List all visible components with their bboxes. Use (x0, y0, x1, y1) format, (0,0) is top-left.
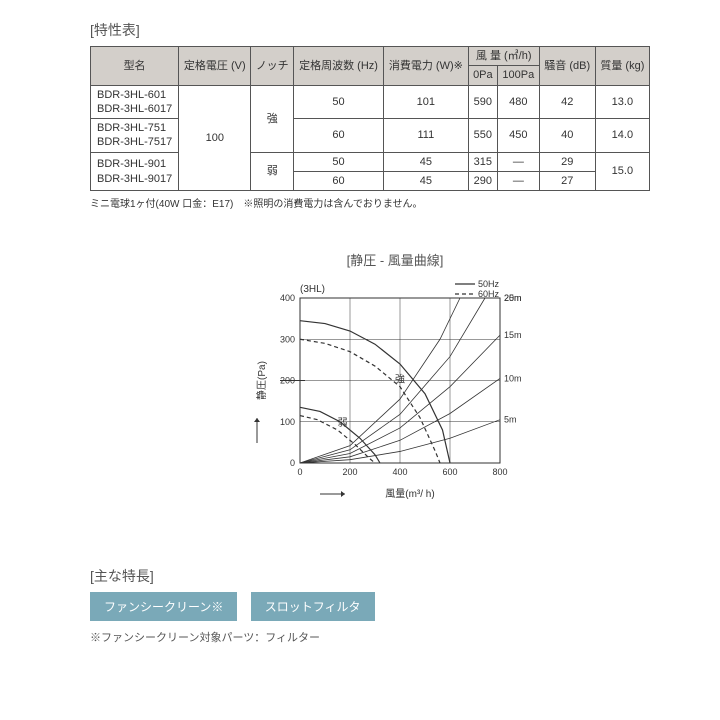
svg-text:15m: 15m (504, 331, 522, 341)
cell: 50 (294, 85, 384, 119)
cell-mass: 14.0 (595, 119, 649, 153)
svg-text:600: 600 (442, 467, 457, 477)
cell: 290 (468, 172, 497, 191)
svg-text:400: 400 (392, 467, 407, 477)
features-title: [主な特長] (90, 566, 700, 586)
svg-text:300: 300 (280, 335, 295, 345)
svg-text:5m: 5m (504, 415, 517, 425)
svg-text:弱: 弱 (338, 417, 348, 429)
svg-text:50Hz: 50Hz (478, 279, 500, 289)
svg-text:400: 400 (280, 293, 295, 303)
cell: 50 (294, 152, 384, 171)
cell: 45 (383, 152, 468, 171)
th-freq: 定格周波数 (Hz) (294, 47, 384, 86)
cell: 101 (383, 85, 468, 119)
features-block: [主な特長] ファンシークリーン※ スロットフィルタ ※ファンシークリーン対象パ… (90, 566, 700, 645)
svg-text:25m: 25m (504, 293, 522, 303)
svg-text:10m: 10m (504, 374, 522, 384)
cell: 550 (468, 119, 497, 153)
pressure-flow-chart: 020040060080010020030040005m10m15m20m25m… (245, 273, 545, 503)
features-note: ※ファンシークリーン対象パーツ：フィルター (90, 629, 700, 645)
svg-text:0: 0 (297, 467, 302, 477)
svg-text:200: 200 (342, 467, 357, 477)
cell-notch-weak: 弱 (251, 152, 294, 191)
svg-text:60Hz: 60Hz (478, 289, 500, 299)
cell: 315 (468, 152, 497, 171)
badge-fancy-clean: ファンシークリーン※ (90, 592, 237, 621)
svg-text:強: 強 (395, 373, 405, 386)
cell: 45 (383, 172, 468, 191)
svg-text:800: 800 (492, 467, 507, 477)
th-air100: 100Pa (497, 66, 539, 85)
th-model: 型名 (91, 47, 179, 86)
spec-footnote: ミニ電球1ヶ付(40W 口金：E17) ※照明の消費電力は含んでおりません。 (90, 195, 700, 210)
th-noise: 騒音 (dB) (539, 47, 595, 86)
cell: 60 (294, 172, 384, 191)
cell: 29 (539, 152, 595, 171)
svg-text:風量(m³/ h): 風量(m³/ h) (385, 488, 434, 500)
th-notch: ノッチ (251, 47, 294, 86)
cell-notch-strong: 強 (251, 85, 294, 152)
cell: — (497, 172, 539, 191)
cell-model: BDR-3HL-601BDR-3HL-6017 (91, 85, 179, 119)
cell: 40 (539, 119, 595, 153)
cell: 480 (497, 85, 539, 119)
chart-title: [静圧 - 風量曲線] (90, 250, 700, 269)
cell: 450 (497, 119, 539, 153)
spec-table: 型名 定格電圧 (V) ノッチ 定格周波数 (Hz) 消費電力 (W)※ 風 量… (90, 46, 650, 191)
svg-text:静圧(Pa): 静圧(Pa) (255, 361, 268, 400)
svg-text:100: 100 (280, 417, 295, 427)
cell: 590 (468, 85, 497, 119)
spec-title: [特性表] (90, 20, 700, 40)
cell-voltage: 100 (179, 85, 251, 191)
th-power: 消費電力 (W)※ (383, 47, 468, 86)
th-airflow: 風 量 (㎥/h) (468, 47, 539, 66)
cell: 111 (383, 119, 468, 153)
th-voltage: 定格電圧 (V) (179, 47, 251, 86)
svg-text:(3HL): (3HL) (300, 284, 325, 295)
cell: 60 (294, 119, 384, 153)
badge-slot-filter: スロットフィルタ (251, 592, 375, 621)
cell-model: BDR-3HL-751BDR-3HL-7517 (91, 119, 179, 153)
svg-text:0: 0 (290, 458, 295, 468)
th-mass: 質量 (kg) (595, 47, 649, 86)
cell: 42 (539, 85, 595, 119)
cell-model: BDR-3HL-901BDR-3HL-9017 (91, 152, 179, 191)
cell: 27 (539, 172, 595, 191)
cell-mass: 13.0 (595, 85, 649, 119)
cell: — (497, 152, 539, 171)
cell-mass: 15.0 (595, 152, 649, 191)
th-air0: 0Pa (468, 66, 497, 85)
chart-block: [静圧 - 風量曲線] 020040060080010020030040005m… (90, 250, 700, 506)
